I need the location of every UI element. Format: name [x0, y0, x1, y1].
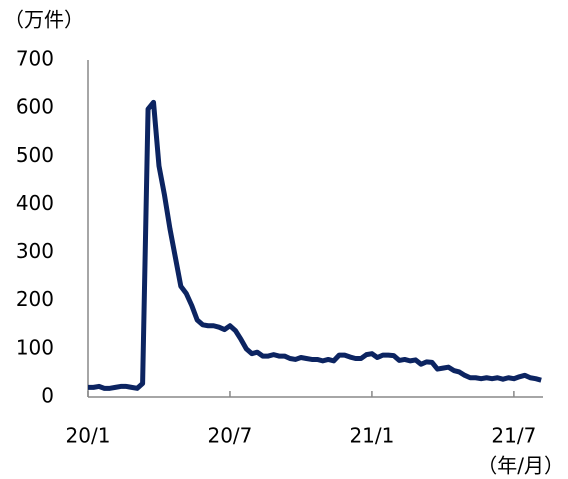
y-unit-label: （万件）	[4, 8, 84, 32]
y-tick-label: 100	[16, 335, 54, 359]
y-tick-label: 600	[16, 95, 54, 119]
x-tick-label: 20/7	[207, 424, 252, 448]
x-tick-label: 21/1	[349, 424, 394, 448]
y-tick-label: 300	[16, 239, 54, 263]
x-tick-label: 20/1	[66, 424, 111, 448]
y-tick-label: 200	[16, 287, 54, 311]
y-tick-label: 400	[16, 191, 54, 215]
y-tick-label: 0	[41, 384, 54, 408]
x-tick-label: 21/7	[491, 424, 536, 448]
x-unit-label: （年/月）	[477, 454, 564, 478]
y-tick-label: 700	[16, 47, 54, 71]
y-tick-label: 500	[16, 143, 54, 167]
data-line	[88, 99, 542, 391]
